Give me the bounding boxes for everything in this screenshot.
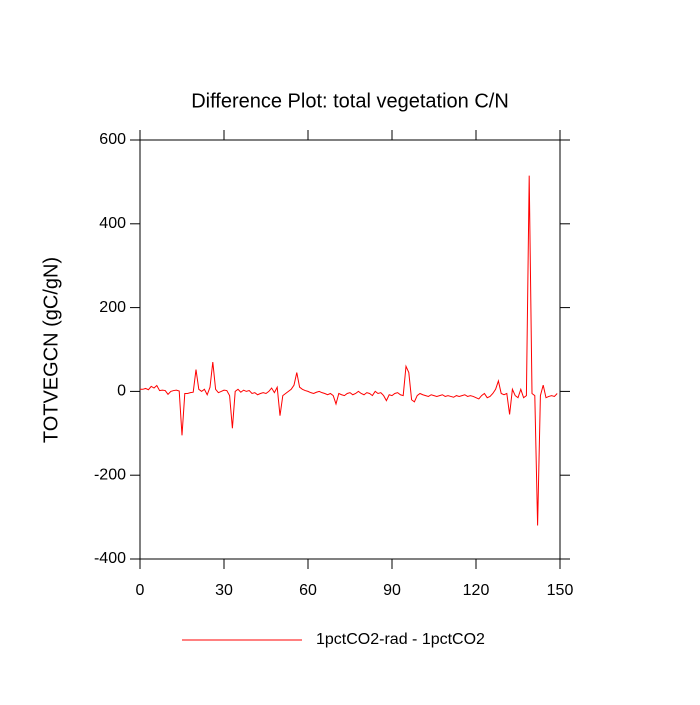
y-tick-label: 600 <box>99 131 126 148</box>
legend-label: 1pctCO2-rad - 1pctCO2 <box>316 631 485 648</box>
plot-frame <box>139 139 561 560</box>
x-tick-label: 150 <box>547 582 574 599</box>
y-tick-label: 400 <box>99 215 126 232</box>
x-tick-label: 120 <box>463 582 490 599</box>
y-tick-label: -200 <box>94 466 126 483</box>
data-line <box>140 175 558 526</box>
y-axis-label: TOTVEGCN (gC/gN) <box>40 257 62 443</box>
y-tick-label: 0 <box>117 383 126 400</box>
x-tick-label: 0 <box>136 582 145 599</box>
y-tick-label: -400 <box>94 550 126 567</box>
x-tick-label: 30 <box>215 582 233 599</box>
chart-title: Difference Plot: total vegetation C/N <box>191 90 509 112</box>
x-tick-label: 90 <box>383 582 401 599</box>
y-tick-label: 200 <box>99 299 126 316</box>
x-tick-label: 60 <box>299 582 317 599</box>
